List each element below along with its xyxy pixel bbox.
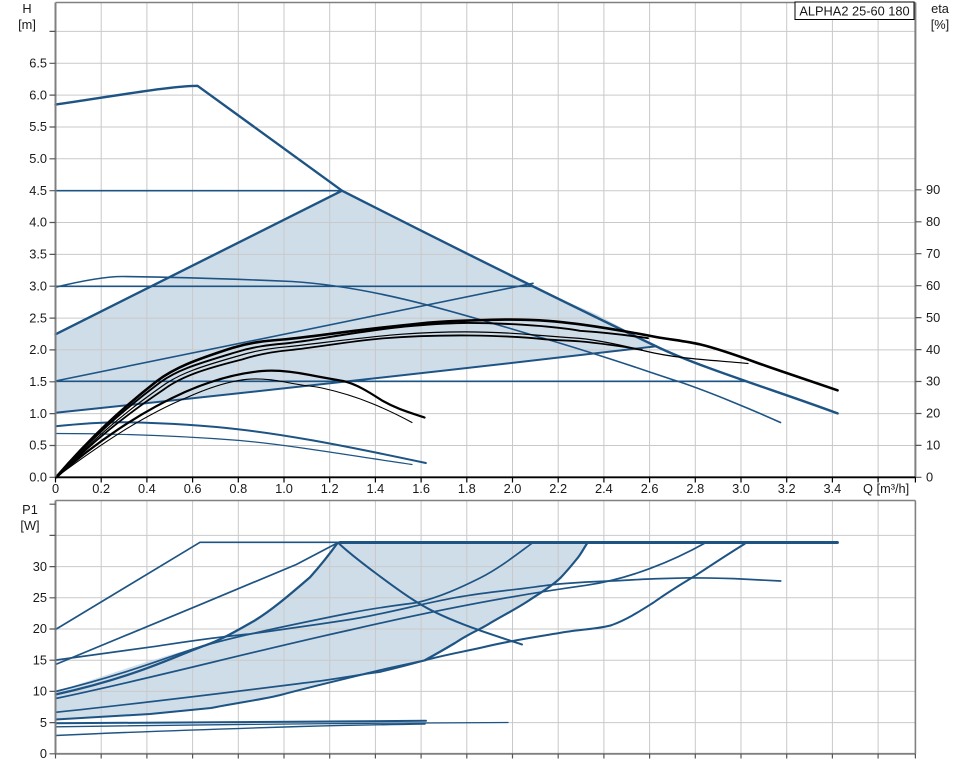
svg-text:10: 10 bbox=[33, 684, 47, 699]
svg-text:eta: eta bbox=[931, 1, 950, 16]
svg-text:10: 10 bbox=[926, 438, 940, 453]
svg-text:25: 25 bbox=[33, 590, 47, 605]
svg-text:1.6: 1.6 bbox=[412, 481, 430, 496]
svg-text:30: 30 bbox=[926, 374, 940, 389]
svg-text:60: 60 bbox=[926, 278, 940, 293]
svg-text:1.0: 1.0 bbox=[275, 481, 293, 496]
svg-text:1.0: 1.0 bbox=[29, 406, 47, 421]
svg-text:80: 80 bbox=[926, 214, 940, 229]
svg-text:4.0: 4.0 bbox=[29, 215, 47, 230]
svg-text:90: 90 bbox=[926, 182, 940, 197]
svg-text:5.5: 5.5 bbox=[29, 119, 47, 134]
svg-text:2.2: 2.2 bbox=[549, 481, 567, 496]
svg-text:3.0: 3.0 bbox=[732, 481, 750, 496]
svg-text:50: 50 bbox=[926, 310, 940, 325]
svg-text:1.5: 1.5 bbox=[29, 374, 47, 389]
svg-text:P1: P1 bbox=[22, 502, 38, 517]
svg-text:2.8: 2.8 bbox=[686, 481, 704, 496]
svg-text:40: 40 bbox=[926, 342, 940, 357]
svg-text:5: 5 bbox=[40, 715, 47, 730]
svg-text:2.4: 2.4 bbox=[595, 481, 613, 496]
svg-text:0.6: 0.6 bbox=[184, 481, 202, 496]
svg-text:3.4: 3.4 bbox=[824, 481, 842, 496]
svg-text:70: 70 bbox=[926, 246, 940, 261]
svg-text:0.4: 0.4 bbox=[138, 481, 156, 496]
svg-text:[m]: [m] bbox=[18, 17, 36, 32]
svg-text:30: 30 bbox=[33, 559, 47, 574]
svg-text:0.2: 0.2 bbox=[92, 481, 110, 496]
svg-text:20: 20 bbox=[33, 621, 47, 636]
svg-text:Q [m³/h]: Q [m³/h] bbox=[863, 481, 909, 496]
svg-text:0: 0 bbox=[52, 481, 59, 496]
svg-text:1.2: 1.2 bbox=[321, 481, 339, 496]
svg-text:2.0: 2.0 bbox=[504, 481, 522, 496]
svg-text:0.8: 0.8 bbox=[229, 481, 247, 496]
svg-text:0.5: 0.5 bbox=[29, 438, 47, 453]
svg-text:0.0: 0.0 bbox=[29, 470, 47, 485]
svg-text:2.0: 2.0 bbox=[29, 342, 47, 357]
svg-text:1.8: 1.8 bbox=[458, 481, 476, 496]
svg-text:6.5: 6.5 bbox=[29, 56, 47, 71]
svg-text:2.6: 2.6 bbox=[641, 481, 659, 496]
svg-text:0: 0 bbox=[926, 470, 933, 485]
svg-text:0: 0 bbox=[40, 746, 47, 761]
svg-text:[%]: [%] bbox=[931, 17, 950, 32]
svg-text:15: 15 bbox=[33, 652, 47, 667]
svg-text:[W]: [W] bbox=[20, 518, 39, 533]
svg-text:3.5: 3.5 bbox=[29, 247, 47, 262]
svg-text:6.0: 6.0 bbox=[29, 87, 47, 102]
svg-text:3.0: 3.0 bbox=[29, 278, 47, 293]
svg-text:2.5: 2.5 bbox=[29, 310, 47, 325]
svg-text:ALPHA2 25-60 180: ALPHA2 25-60 180 bbox=[799, 4, 909, 19]
svg-text:5.0: 5.0 bbox=[29, 151, 47, 166]
svg-text:H: H bbox=[22, 1, 31, 16]
svg-text:20: 20 bbox=[926, 406, 940, 421]
svg-text:4.5: 4.5 bbox=[29, 183, 47, 198]
svg-text:1.4: 1.4 bbox=[367, 481, 385, 496]
svg-text:3.2: 3.2 bbox=[778, 481, 796, 496]
